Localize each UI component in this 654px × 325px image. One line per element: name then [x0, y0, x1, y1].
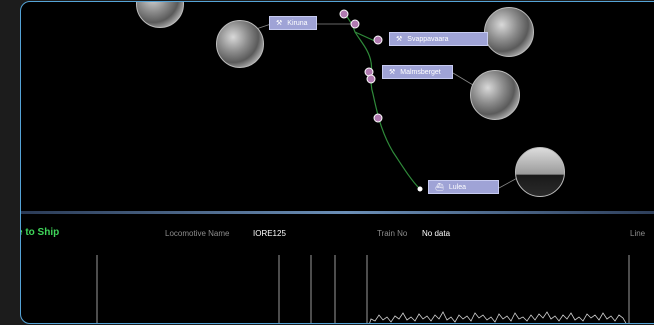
telemetry-charts: [21, 247, 654, 323]
stop-marker[interactable]: [350, 19, 360, 29]
station-label-malmsberget[interactable]: ⚒ Malmsberget: [382, 65, 453, 79]
stop-marker[interactable]: [373, 35, 383, 45]
station-name: Svappavaara: [407, 35, 449, 43]
locomotive-label: Locomotive Name: [165, 229, 230, 238]
telemetry-charts-svg: [96, 255, 630, 323]
ship-icon: ⛴: [435, 184, 444, 191]
station-name: Malmsberget: [400, 68, 441, 76]
end-marker: [417, 186, 423, 192]
station-label-kiruna[interactable]: ⚒ Kiruna: [269, 16, 317, 30]
crossed-hammers-icon: ⚒: [276, 20, 283, 27]
station-name: Kiruna: [287, 19, 308, 27]
station-label-svappavaara[interactable]: ⚒ Svappavaara: [389, 32, 488, 46]
dashboard-frame: ⚒ Kiruna ⚒ Svappavaara ⚒ Malmsberget ⛴ L…: [20, 1, 654, 324]
station-thumbnail[interactable]: [484, 7, 534, 57]
train-no-label: Train No: [377, 229, 408, 238]
crossed-hammers-icon: ⚒: [396, 36, 403, 43]
stop-marker[interactable]: [366, 74, 376, 84]
station-thumbnail[interactable]: [216, 20, 264, 68]
route-map[interactable]: ⚒ Kiruna ⚒ Svappavaara ⚒ Malmsberget ⛴ L…: [21, 2, 654, 212]
crossed-hammers-icon: ⚒: [389, 69, 396, 76]
train-no-value: No data: [422, 229, 451, 238]
station-label-lulea[interactable]: ⛴ Lulea: [428, 180, 499, 194]
malmsberget-connector: [452, 72, 474, 86]
stop-marker[interactable]: [339, 9, 349, 19]
svappavaara-branch: [354, 31, 378, 43]
locomotive-value: IORE125: [253, 229, 286, 238]
panel-title: e to Ship: [20, 227, 60, 238]
train-info-bar: e to Ship Locomotive Name IORE125 Train …: [21, 222, 654, 246]
telemetry-signal: [369, 311, 627, 323]
line-label: Line: [630, 229, 646, 238]
route-map-svg: [240, 9, 522, 192]
stop-marker[interactable]: [373, 113, 383, 123]
section-divider: [21, 211, 654, 214]
station-thumbnail[interactable]: [515, 147, 565, 197]
station-thumbnail[interactable]: [470, 70, 520, 120]
station-name: Lulea: [448, 183, 467, 191]
